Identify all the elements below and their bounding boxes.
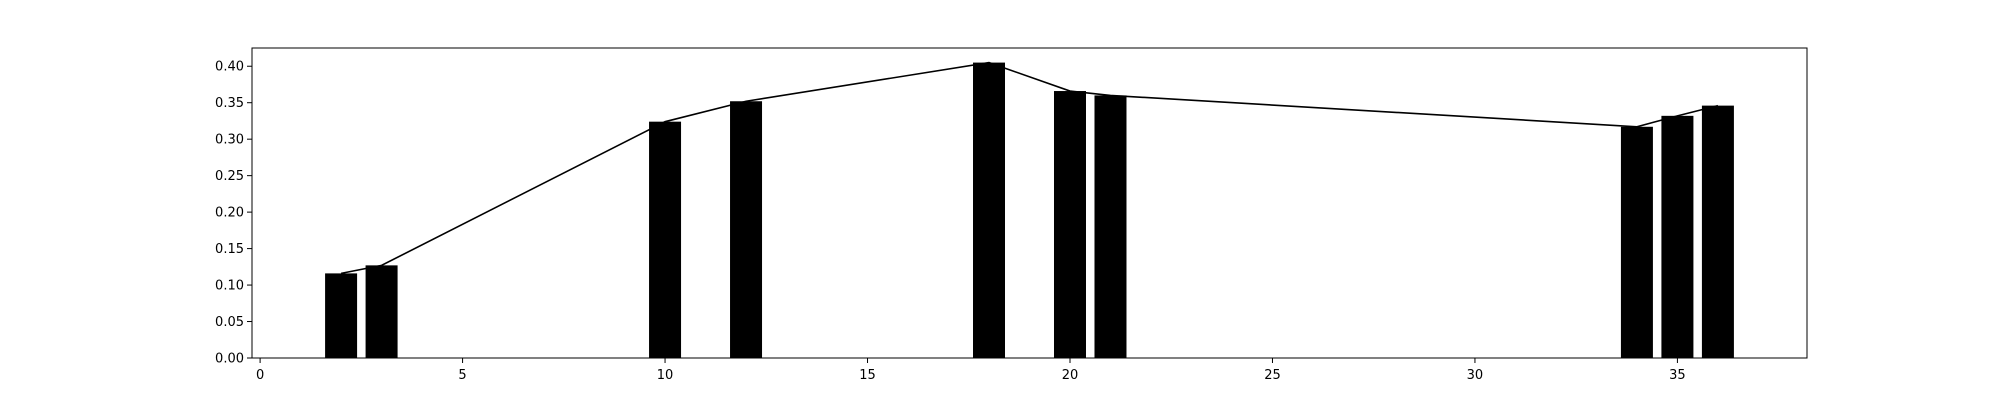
- bar: [1094, 95, 1127, 358]
- y-tick-label: 0.30: [215, 133, 244, 148]
- bar: [649, 121, 682, 358]
- bars-group: [325, 62, 1734, 359]
- bar: [1053, 91, 1086, 359]
- x-tick-label: 15: [859, 368, 876, 383]
- y-tick-label: 0.15: [215, 242, 244, 257]
- axes-group: 0 5 10 15 20 25 30 35 0.00 0.05 0.10 0.15 0.20 0.25 0.…: [215, 60, 1686, 383]
- x-tick-label: 5: [458, 368, 466, 383]
- y-tick-label: 0.25: [215, 169, 244, 184]
- bar: [1620, 126, 1653, 358]
- bar: [325, 273, 358, 358]
- y-tick-label: 0.00: [215, 352, 244, 367]
- x-tick-label: 20: [1062, 368, 1079, 383]
- bar: [1661, 115, 1694, 358]
- y-tick-label: 0.20: [215, 206, 244, 221]
- plot-area-frame: [251, 47, 1808, 359]
- x-tick-label: 0: [256, 368, 264, 383]
- bar: [973, 62, 1006, 359]
- bar: [1701, 105, 1734, 358]
- y-tick-label: 0.10: [215, 279, 244, 294]
- x-tick-label: 25: [1264, 368, 1281, 383]
- line-group: [340, 61, 1719, 275]
- bar: [730, 101, 763, 358]
- x-tick-label: 10: [657, 368, 674, 383]
- series-line: [340, 61, 1719, 275]
- x-tick-label: 30: [1467, 368, 1484, 383]
- y-tick-label: 0.40: [215, 60, 244, 75]
- y-tick-label: 0.35: [215, 96, 244, 111]
- bar: [365, 265, 398, 358]
- x-tick-label: 35: [1669, 368, 1686, 383]
- y-tick-label: 0.05: [215, 315, 244, 330]
